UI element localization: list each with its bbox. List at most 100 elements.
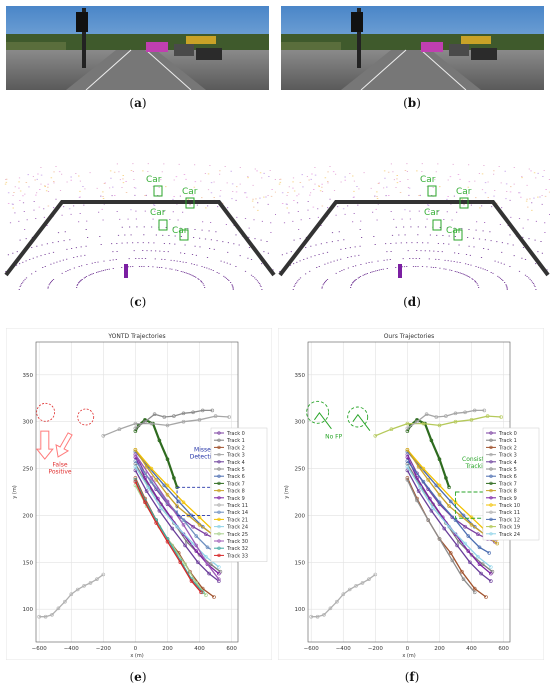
series-line [103,415,230,437]
y-tick-label: 100 [295,607,306,613]
data-point [154,478,158,482]
x-axis-label: x (m) [130,653,143,659]
data-point [405,448,410,452]
data-point [172,414,176,418]
no-fp-marker [306,400,330,424]
data-point [181,411,186,416]
lidar-view-c: Car Car Car Car [4,163,276,290]
x-tick-label: 0 [406,646,410,652]
x-tick-label: −200 [368,646,384,652]
data-point [499,415,503,419]
series-track-11 [309,572,378,619]
legend-box [210,427,268,562]
y-tick-label: 300 [295,420,306,426]
x-tick-label: 400 [466,646,477,652]
data-point [143,476,147,480]
series-line [39,573,104,618]
caption-a: (a) [129,96,147,110]
data-point [133,476,138,480]
data-point [458,513,463,518]
data-point [197,553,202,557]
data-point [159,506,163,510]
y-axis-label: y (m) [12,485,18,498]
legend-entry: Track 5 [226,467,245,473]
ego-vehicle [398,264,402,278]
legend-marker [217,496,221,500]
data-point [489,565,493,569]
legend-marker [217,452,221,457]
data-point [389,427,394,431]
legend-marker [489,438,493,442]
data-point [149,476,154,480]
no-fp-label: No FP [325,434,343,441]
legend-marker [217,539,221,543]
legend-entry: Track 10 [498,503,520,509]
data-point [194,543,199,548]
chart-title: YONTD Trajectories [107,333,165,340]
data-point [165,423,170,428]
series-line [406,449,498,545]
data-point [146,485,150,490]
legend-entry: Track 3 [498,453,517,459]
false-positive-arrow [35,430,54,460]
series-track-24 [405,464,493,569]
legend-marker [217,546,221,550]
data-point [189,579,194,583]
data-point [157,438,162,443]
legend-entry: Track 8 [498,489,517,495]
legend-entry: Track 8 [226,489,245,495]
series-line [407,409,485,429]
data-point [88,581,93,585]
series-track-11 [37,572,106,619]
data-point [170,526,175,531]
check-icon [314,411,332,430]
legend-marker [217,474,221,478]
data-point [204,593,208,597]
legend-entry: Track 11 [226,503,248,509]
car-label: Car [446,226,462,236]
legend-entry: Track 4 [498,460,517,466]
data-point [199,590,203,595]
legend-marker [217,467,221,471]
legend-entry: Track 6 [226,474,245,480]
data-point [437,493,442,497]
data-point [210,408,215,413]
data-point [448,499,453,504]
caption-f: (f) [404,670,420,684]
legend-entry: Track 32 [226,546,248,552]
data-point [133,464,138,469]
data-point [152,412,157,416]
missed-detection-label: Detection [190,454,219,461]
data-point [165,493,170,497]
data-point [178,560,183,565]
data-point [82,583,86,588]
data-point [428,496,432,501]
data-point [437,500,442,505]
series-line [134,481,202,593]
series-line [406,479,476,593]
legend-entry: Track 12 [498,517,520,523]
legend-entry: Track 7 [226,481,245,487]
data-point [426,478,430,482]
data-point [472,408,477,413]
data-point [463,524,467,529]
car-bounding-box [459,197,469,209]
x-tick-label: −600 [32,646,48,652]
caption-d: (d) [403,295,421,309]
series-line [406,460,490,554]
data-point [469,515,474,520]
ground-plane-outline [4,200,276,277]
legend-entry: Track 0 [226,431,245,437]
series-track-33 [133,479,203,595]
series-line [134,466,220,568]
data-point [415,419,419,424]
legend-entry: Track 7 [498,481,517,487]
data-point [405,468,410,473]
y-tick-label: 150 [295,560,306,566]
legend-marker [489,503,493,507]
data-point [213,414,218,418]
data-point [484,595,488,599]
camera-image-b [281,6,544,90]
legend-marker [217,438,221,442]
